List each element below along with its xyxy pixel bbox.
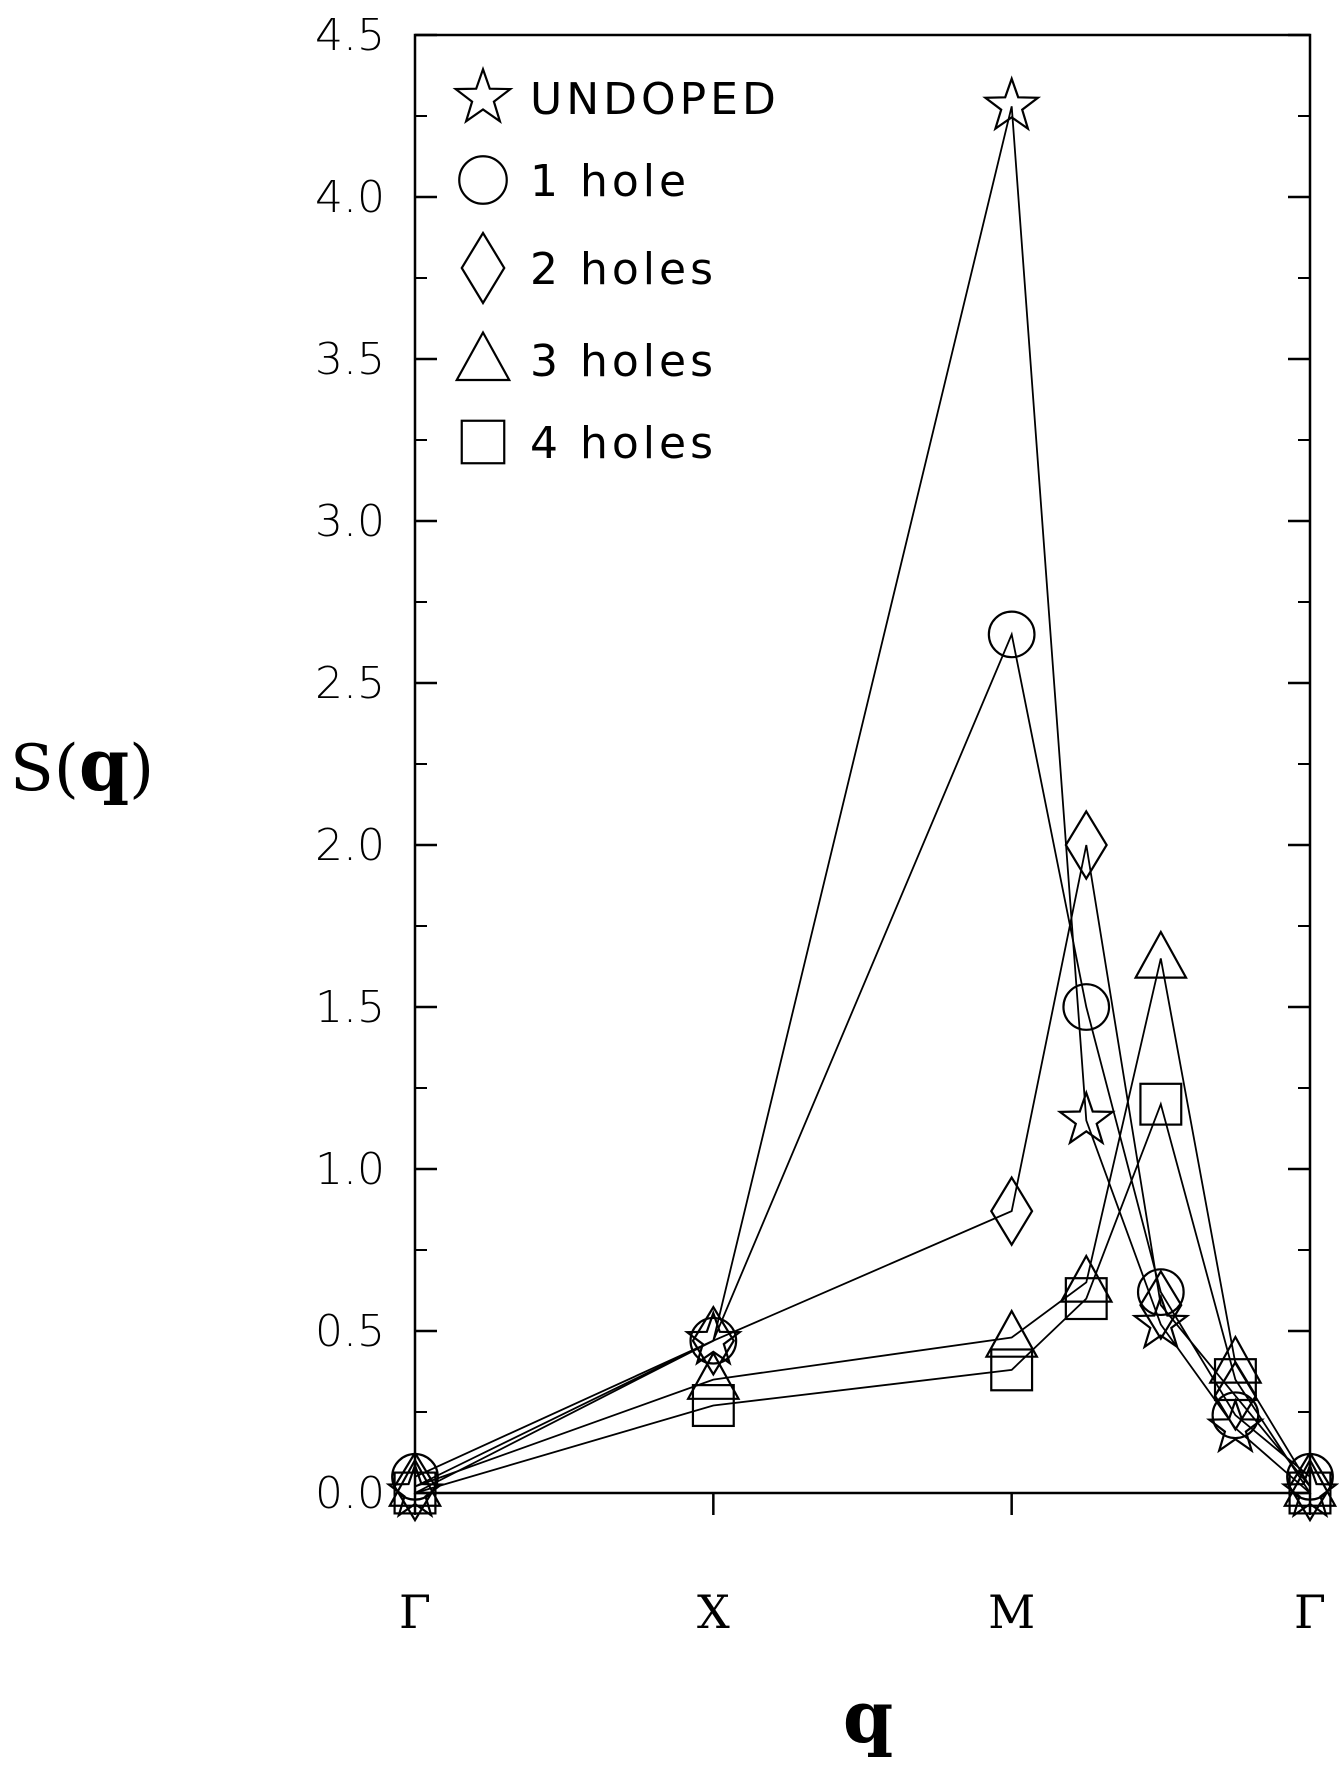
data-point-star — [1206, 1397, 1265, 1454]
data-point-circle — [1136, 1268, 1185, 1317]
data-point-circle — [689, 1316, 738, 1365]
data-point-diamond — [989, 1175, 1034, 1247]
y-tick-label: 4.0 — [315, 172, 385, 223]
data-point-triangle — [984, 1308, 1039, 1358]
data-point-diamond — [1213, 1360, 1258, 1432]
data-point-star — [1131, 1293, 1191, 1350]
legend-marker-triangle — [454, 330, 512, 382]
data-point-square — [393, 1471, 437, 1515]
series-line-square — [414, 1101, 1311, 1494]
series-line-triangle — [414, 958, 1311, 1488]
x-axis-title: q — [843, 1674, 893, 1759]
series-line-circle — [414, 631, 1311, 1478]
legend-marker-square — [460, 419, 506, 465]
data-point-diamond — [393, 1450, 437, 1523]
data-point-diamond — [1064, 809, 1108, 881]
x-tick-label: Γ — [1294, 1585, 1326, 1639]
legend-marker-diamond — [460, 230, 506, 306]
series-line-diamond — [414, 844, 1311, 1488]
series-markers — [385, 75, 1339, 1523]
data-point-square — [990, 1348, 1034, 1392]
y-axis-title: S(q) — [10, 722, 154, 807]
y-tick-label: 4.5 — [315, 10, 385, 61]
data-point-star — [982, 75, 1042, 132]
legend-label: UNDOPED — [530, 74, 780, 125]
data-point-square — [691, 1384, 735, 1428]
legend-label: 2 holes — [530, 244, 717, 295]
y-tick-label: 3.0 — [315, 496, 385, 547]
data-point-triangle — [686, 1350, 741, 1400]
legend-marker-circle — [458, 155, 508, 205]
data-point-square — [1213, 1358, 1257, 1402]
legend-label: 4 holes — [530, 418, 717, 469]
series-lines — [414, 106, 1311, 1494]
data-point-triangle — [1133, 929, 1188, 979]
legend-label: 1 hole — [530, 156, 690, 207]
data-point-square — [1064, 1277, 1108, 1321]
data-point-square — [1139, 1082, 1183, 1126]
y-axis-ticks: 0.0 0.5 1.0 1.5 2.0 2.5 3.0 3.5 4.0 4.5 — [315, 10, 1310, 1519]
y-tick-label: 0.5 — [315, 1306, 385, 1357]
y-tick-label: 1.0 — [315, 1144, 385, 1195]
data-point-circle — [1211, 1391, 1260, 1440]
data-point-circle — [987, 610, 1036, 659]
x-tick-label: Γ — [399, 1585, 431, 1639]
x-tick-label: X — [697, 1585, 730, 1639]
data-point-triangle — [387, 1457, 443, 1507]
x-tick-label: M — [988, 1585, 1035, 1639]
y-tick-label: 2.0 — [315, 820, 385, 871]
legend-label: 3 holes — [530, 336, 717, 387]
data-point-square — [1288, 1471, 1332, 1515]
data-point-star — [1056, 1089, 1116, 1146]
data-point-diamond — [1288, 1450, 1332, 1523]
legend: UNDOPED 1 hole 2 holes 3 holes 4 holes — [452, 65, 780, 469]
data-point-diamond — [1139, 1269, 1183, 1341]
data-point-diamond — [691, 1305, 736, 1377]
y-tick-label: 3.5 — [315, 334, 385, 385]
data-point-triangle — [1282, 1457, 1338, 1507]
y-tick-label: 1.5 — [315, 982, 385, 1033]
series-line-star — [414, 106, 1311, 1494]
legend-marker-star — [452, 65, 514, 125]
y-tick-label: 0.0 — [315, 1468, 385, 1519]
data-point-circle — [1062, 983, 1111, 1031]
y-tick-label: 2.5 — [315, 658, 385, 709]
